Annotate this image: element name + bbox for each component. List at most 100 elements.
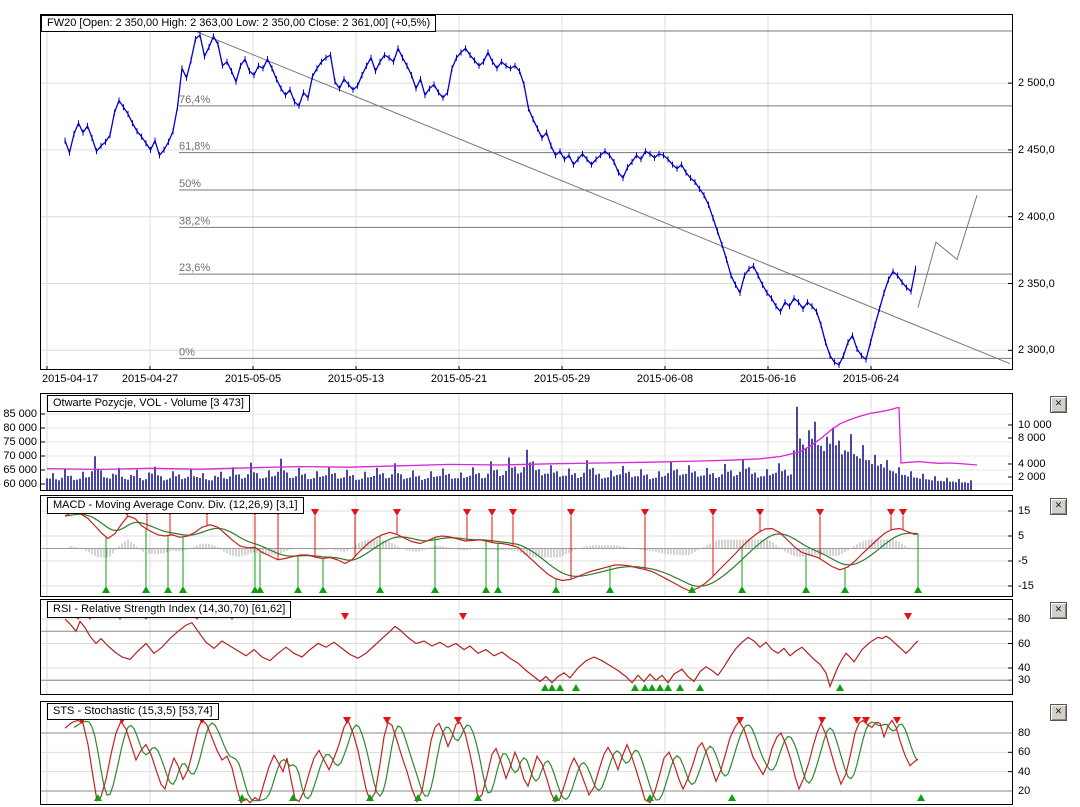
sts-secondary-line — [73, 720, 918, 802]
buy-signal-icon — [102, 586, 110, 593]
volume-axis-label: 4 000 — [1018, 458, 1046, 470]
buy-signal-icon — [319, 586, 327, 593]
macd-axis-label: -15 — [1018, 580, 1034, 592]
price-axis-label: 2 350,0 — [1018, 277, 1055, 290]
sell-signal-icon — [816, 509, 824, 516]
sell-signal-icon — [459, 613, 467, 620]
rsi-line — [64, 618, 919, 689]
buy-signal-icon — [802, 586, 810, 593]
buy-signal-icon — [482, 586, 490, 593]
open-interest-axis-label: 75 000 — [3, 436, 37, 448]
sell-signal-icon — [887, 509, 895, 516]
sell-signal-icon — [641, 509, 649, 516]
projection-line — [917, 195, 978, 308]
close-sts-panel-button[interactable]: ✕ — [1050, 704, 1067, 721]
buy-signal-icon — [142, 586, 150, 593]
open-interest-axis-label: 65 000 — [3, 464, 37, 476]
fib-level-label: 23,6% — [179, 262, 210, 274]
buy-signal-icon — [541, 684, 549, 691]
sell-signal-icon — [393, 509, 401, 516]
open-interest-axis-label: 85 000 — [3, 408, 37, 420]
main-panel-title: FW20 [Open: 2 350,00 High: 2 363,00 Low:… — [41, 15, 437, 32]
close-macd-panel-button[interactable]: ✕ — [1050, 498, 1067, 515]
date-label: 2015-05-21 — [430, 373, 488, 385]
buy-signal-icon — [664, 684, 672, 691]
buy-signal-icon — [841, 586, 849, 593]
close-rsi-panel-button[interactable]: ✕ — [1050, 602, 1067, 619]
sell-signal-icon — [311, 509, 319, 516]
fib-level-label: 50% — [179, 178, 201, 190]
fib-level-label: 76,4% — [179, 94, 210, 106]
buy-signal-icon — [656, 684, 664, 691]
sell-signal-icon — [509, 509, 517, 516]
volume-axis-label: 10 000 — [1018, 419, 1052, 431]
buy-signal-icon — [366, 794, 374, 801]
sell-signal-icon — [383, 717, 391, 724]
volume-axis-label: 2 000 — [1018, 471, 1046, 483]
buy-signal-icon — [688, 586, 696, 593]
sell-signal-icon — [893, 717, 901, 724]
sell-signal-icon — [341, 613, 349, 620]
sell-signal-icon — [904, 613, 912, 620]
sts-axis-label: 60 — [1018, 746, 1031, 759]
buy-signal-icon — [917, 794, 925, 801]
macd-panel-title: MACD - Moving Average Conv. Div. (12,26,… — [47, 497, 304, 514]
buy-signal-icon — [552, 586, 560, 593]
sell-signal-icon — [343, 717, 351, 724]
macd-histogram — [67, 539, 918, 558]
fib-level-label: 38,2% — [179, 215, 210, 227]
buy-signal-icon — [641, 684, 649, 691]
buy-signal-icon — [836, 684, 844, 691]
date-label: 2015-05-05 — [224, 373, 282, 385]
sell-signal-icon — [567, 509, 575, 516]
buy-signal-icon — [94, 794, 102, 801]
buy-signal-icon — [474, 794, 482, 801]
sell-signal-icon — [818, 717, 826, 724]
volume-bars — [46, 406, 972, 490]
price-axis-label: 2 400,0 — [1018, 210, 1055, 223]
price-line — [64, 33, 917, 366]
buy-signal-icon — [631, 684, 639, 691]
sell-signal-icon — [351, 509, 359, 516]
sts-axis-label: 80 — [1018, 727, 1031, 739]
buy-signal-icon — [414, 794, 422, 801]
sts-main-line — [64, 718, 919, 804]
rsi-chart-surface[interactable] — [41, 600, 1012, 694]
rsi-panel-title: RSI - Relative Strength Index (14,30,70)… — [47, 601, 292, 618]
sell-signal-icon — [756, 509, 764, 516]
buy-signal-icon — [676, 684, 684, 691]
open-interest-axis-label: 70 000 — [3, 450, 37, 462]
volume-panel-title: Otwarte Pozycje, VOL - Volume [3 473] — [47, 395, 250, 412]
open-interest-axis-label: 60 000 — [3, 478, 37, 490]
macd-panel[interactable]: MACD - Moving Average Conv. Div. (12,26,… — [40, 495, 1013, 597]
main-chart-surface[interactable]: 100%76,4%61,8%50%38,2%23,6%0% — [41, 15, 1012, 369]
buy-signal-icon — [552, 794, 560, 801]
buy-signal-icon — [548, 684, 556, 691]
sts-panel[interactable]: STS - Stochastic (15,3,5) [53,74] — [40, 701, 1013, 805]
rsi-panel[interactable]: RSI - Relative Strength Index (14,30,70)… — [40, 599, 1013, 695]
macd-axis-label: -5 — [1018, 555, 1028, 567]
date-label: 2015-05-29 — [533, 373, 591, 385]
buy-signal-icon — [164, 586, 172, 593]
buy-signal-icon — [572, 684, 580, 691]
close-volume-panel-button[interactable]: ✕ — [1050, 396, 1067, 413]
macd-axis-label: 15 — [1018, 505, 1031, 517]
buy-signal-icon — [431, 586, 439, 593]
main-price-panel[interactable]: 100%76,4%61,8%50%38,2%23,6%0% FW20 [Open… — [40, 14, 1013, 370]
rsi-axis-label: 40 — [1018, 662, 1031, 674]
macd-chart-surface[interactable] — [41, 496, 1012, 596]
date-label: 2015-05-13 — [327, 373, 385, 385]
fib-level-label: 0% — [179, 346, 195, 358]
buy-signal-icon — [256, 586, 264, 593]
buy-signal-icon — [696, 684, 704, 691]
sts-axis-label: 20 — [1018, 784, 1031, 797]
buy-signal-icon — [728, 794, 736, 801]
price-axis-label: 2 450,0 — [1018, 143, 1055, 156]
date-label: 2015-06-08 — [636, 373, 694, 385]
rsi-axis-label: 30 — [1018, 674, 1031, 687]
sts-chart-surface[interactable] — [41, 702, 1012, 804]
buy-signal-icon — [914, 586, 922, 593]
sell-signal-icon — [862, 717, 870, 724]
volume-panel[interactable]: Otwarte Pozycje, VOL - Volume [3 473] — [40, 393, 1013, 491]
